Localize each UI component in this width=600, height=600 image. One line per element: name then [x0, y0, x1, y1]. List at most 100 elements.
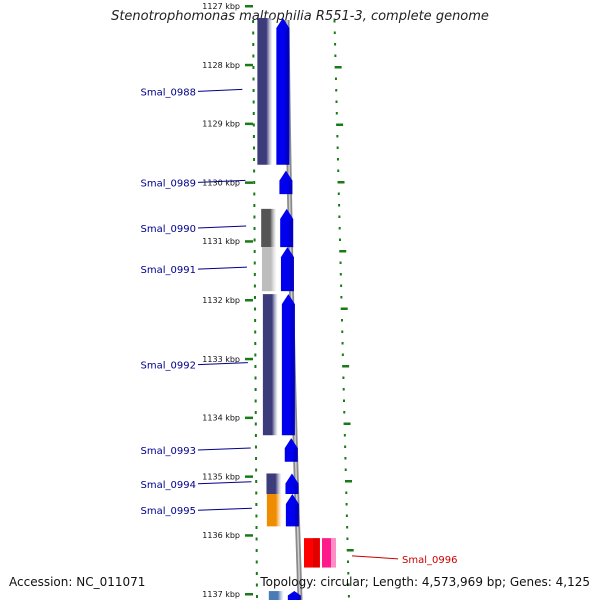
gc-dot: [255, 526, 258, 529]
tick-label: 1134 kbp: [202, 414, 240, 423]
skew-dot: [336, 146, 339, 149]
leader-line: [197, 481, 252, 485]
tick-label: 1137 kbp: [202, 590, 240, 599]
map-title: Stenotrophomonas maltophilia R551-3, com…: [111, 9, 489, 24]
skew-dot: [347, 595, 350, 598]
cog-block: [266, 473, 282, 495]
skew-dot: [344, 468, 347, 471]
skew-dot: [338, 227, 341, 230]
skew-dot: [337, 181, 345, 184]
skew-dot: [345, 503, 348, 506]
cog-block-shade: [331, 538, 336, 568]
gc-dot: [255, 514, 258, 518]
gc-dot: [255, 560, 258, 564]
gc-dot: [254, 353, 257, 357]
skew-dot: [340, 307, 348, 310]
skew-dot: [341, 353, 344, 356]
skew-dot: [341, 342, 344, 345]
leader-line: [197, 507, 252, 511]
cog-block: [261, 208, 277, 248]
skew-dot: [334, 54, 337, 57]
gc-dot: [254, 411, 257, 414]
tick-mark: [245, 475, 253, 478]
gc-dot: [253, 250, 256, 253]
gene-arrow: [285, 494, 299, 527]
cog-block: [268, 591, 284, 600]
gene-arrow: [280, 247, 294, 292]
tick-mark: [245, 593, 253, 596]
gc-dot: [252, 20, 255, 23]
skew-dot: [342, 365, 350, 368]
tick-label: 1127 kbp: [202, 2, 240, 11]
gc-dot: [253, 181, 256, 184]
tick-mark: [245, 357, 253, 361]
skew-dot: [341, 330, 344, 333]
skew-dot: [336, 123, 344, 126]
gene-label: Smal_0993: [141, 446, 196, 457]
skew-dot: [346, 537, 349, 540]
gene-label: Smal_0994: [141, 480, 196, 491]
skew-dot: [339, 250, 347, 253]
leader-line: [197, 266, 247, 270]
gene-label: Smal_0991: [141, 265, 196, 276]
skew-dot: [347, 583, 350, 586]
gene-arrow: [284, 438, 298, 462]
leader-line: [197, 179, 246, 183]
gc-dot: [252, 146, 255, 150]
gc-dot: [255, 457, 258, 460]
gc-dot: [253, 192, 256, 196]
gc-dot: [252, 112, 255, 115]
gene-labels: Smal_0988 Smal_0989 Smal_0990 Smal_0991 Smal…: [141, 87, 458, 565]
gc-dot: [253, 227, 256, 230]
skew-dot: [340, 284, 343, 287]
skew-dot: [334, 43, 337, 46]
gc-dot: [252, 43, 255, 46]
skew-dot: [335, 112, 338, 115]
gc-dot: [252, 54, 255, 58]
skew-dot: [342, 376, 345, 379]
gene-arrow-shade: [285, 28, 290, 165]
skew-dot: [346, 549, 354, 552]
skew-dot: [333, 31, 336, 34]
skew-dot: [344, 457, 347, 460]
gc-dot: [255, 572, 258, 575]
leader-line: [197, 225, 247, 229]
leader-line: [197, 447, 251, 451]
gc-dot: [253, 296, 256, 299]
skew-dot: [336, 135, 339, 138]
tick-mark: [245, 122, 253, 126]
skew-dot: [334, 77, 337, 80]
gc-dot: [252, 77, 255, 81]
gc-dot: [255, 491, 258, 495]
skew-dot: [337, 192, 340, 195]
gc-dot: [253, 261, 256, 265]
tick-label: 1132 kbp: [202, 296, 240, 305]
skew-dot: [345, 480, 352, 483]
skew-dot: [338, 204, 341, 207]
tick-label: 1135 kbp: [202, 472, 240, 481]
gc-dot: [252, 31, 255, 35]
skew-dot: [340, 296, 343, 299]
gene-label: Smal_0996: [402, 555, 457, 566]
skew-dot: [338, 215, 341, 218]
gene-arrow-shade: [296, 595, 301, 600]
gc-dot: [252, 66, 255, 69]
topology-text: Topology: circular; Length: 4,573,969 bp…: [260, 575, 590, 589]
tick-mark: [245, 240, 253, 243]
gene-arrow: [285, 473, 299, 495]
gc-dot: [253, 215, 256, 219]
gc-dot: [254, 422, 257, 426]
gc-dot: [254, 307, 257, 311]
tick-label: 1136 kbp: [202, 531, 240, 540]
gene-arrow-shade: [293, 448, 298, 462]
gene-arrow-shade: [294, 504, 299, 527]
gc-dot: [253, 158, 256, 161]
skew-dot: [335, 100, 338, 103]
skew-dot: [342, 399, 345, 402]
tick-mark: [245, 63, 253, 67]
skew-dot: [343, 434, 346, 437]
gc-dot: [254, 330, 257, 334]
gc-dot: [252, 123, 255, 127]
tick-mark: [245, 534, 253, 537]
tick-mark: [245, 5, 253, 8]
